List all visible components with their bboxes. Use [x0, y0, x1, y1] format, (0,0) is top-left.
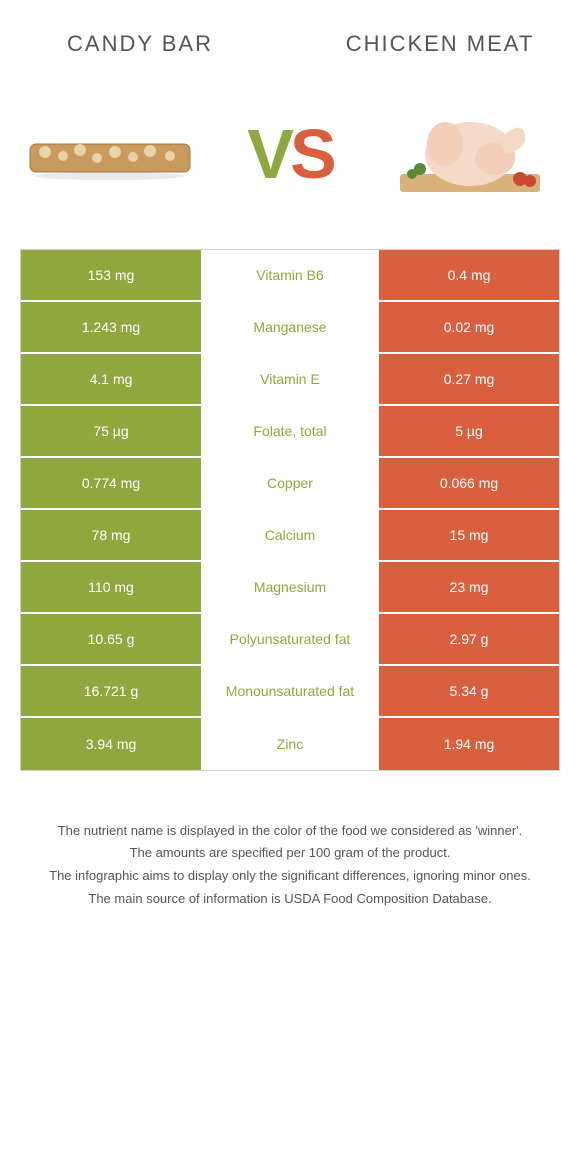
- chicken-image: [380, 99, 560, 209]
- nutrient-label: Copper: [201, 458, 379, 508]
- left-value: 1.243 mg: [21, 302, 201, 352]
- footer-line: The amounts are specified per 100 gram o…: [40, 843, 540, 864]
- left-value: 110 mg: [21, 562, 201, 612]
- left-value: 10.65 g: [21, 614, 201, 664]
- left-value: 4.1 mg: [21, 354, 201, 404]
- table-row: 153 mg Vitamin B6 0.4 mg: [21, 250, 559, 302]
- footer-notes: The nutrient name is displayed in the co…: [0, 771, 580, 932]
- nutrient-label: Vitamin E: [201, 354, 379, 404]
- nutrient-label: Monounsaturated fat: [201, 666, 379, 716]
- table-row: 4.1 mg Vitamin E 0.27 mg: [21, 354, 559, 406]
- right-value: 2.97 g: [379, 614, 559, 664]
- nutrient-label: Manganese: [201, 302, 379, 352]
- table-row: 3.94 mg Zinc 1.94 mg: [21, 718, 559, 770]
- vs-v-letter: V: [247, 114, 290, 194]
- table-row: 1.243 mg Manganese 0.02 mg: [21, 302, 559, 354]
- left-value: 75 µg: [21, 406, 201, 456]
- footer-line: The main source of information is USDA F…: [40, 889, 540, 910]
- nutrient-label: Vitamin B6: [201, 250, 379, 300]
- nutrient-label: Zinc: [201, 718, 379, 770]
- header: CANDY BAR CHICKEN MEAT: [0, 0, 580, 69]
- candy-bar-image: [20, 99, 200, 209]
- nutrient-label: Magnesium: [201, 562, 379, 612]
- right-value: 0.4 mg: [379, 250, 559, 300]
- nutrient-label: Calcium: [201, 510, 379, 560]
- left-value: 78 mg: [21, 510, 201, 560]
- vs-row: VS: [0, 69, 580, 249]
- infographic-container: CANDY BAR CHICKEN MEAT VS: [0, 0, 580, 1174]
- right-value: 0.27 mg: [379, 354, 559, 404]
- vs-s-letter: S: [290, 114, 333, 194]
- table-row: 110 mg Magnesium 23 mg: [21, 562, 559, 614]
- right-value: 5 µg: [379, 406, 559, 456]
- nutrient-label: Polyunsaturated fat: [201, 614, 379, 664]
- footer-line: The nutrient name is displayed in the co…: [40, 821, 540, 842]
- table-row: 75 µg Folate, total 5 µg: [21, 406, 559, 458]
- right-value: 15 mg: [379, 510, 559, 560]
- table-row: 78 mg Calcium 15 mg: [21, 510, 559, 562]
- nutrient-table: 153 mg Vitamin B6 0.4 mg 1.243 mg Mangan…: [20, 249, 560, 771]
- left-value: 3.94 mg: [21, 718, 201, 770]
- footer-line: The infographic aims to display only the…: [40, 866, 540, 887]
- left-value: 153 mg: [21, 250, 201, 300]
- nutrient-label: Folate, total: [201, 406, 379, 456]
- left-value: 16.721 g: [21, 666, 201, 716]
- right-value: 23 mg: [379, 562, 559, 612]
- left-food-title: CANDY BAR: [40, 30, 240, 59]
- right-value: 0.066 mg: [379, 458, 559, 508]
- table-row: 10.65 g Polyunsaturated fat 2.97 g: [21, 614, 559, 666]
- vs-label: VS: [247, 114, 332, 194]
- table-row: 0.774 mg Copper 0.066 mg: [21, 458, 559, 510]
- table-row: 16.721 g Monounsaturated fat 5.34 g: [21, 666, 559, 718]
- right-value: 1.94 mg: [379, 718, 559, 770]
- right-food-title: CHICKEN MEAT: [340, 30, 540, 59]
- right-value: 0.02 mg: [379, 302, 559, 352]
- left-value: 0.774 mg: [21, 458, 201, 508]
- right-value: 5.34 g: [379, 666, 559, 716]
